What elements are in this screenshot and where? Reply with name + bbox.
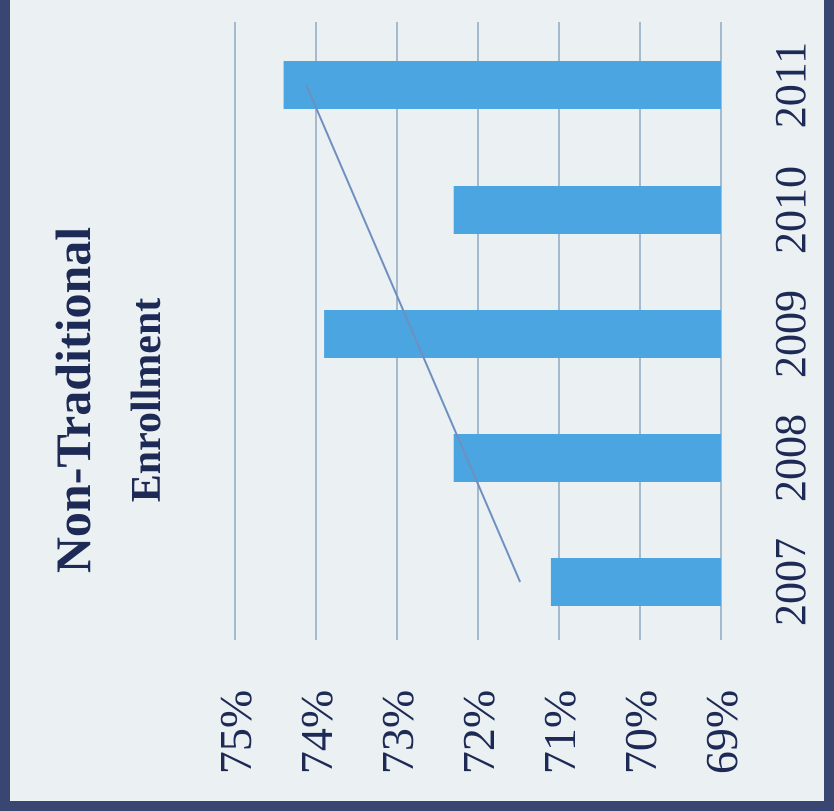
category-labels: 2007 2008 2009 2010 2011: [766, 42, 815, 626]
chart-title-line-1: Non-Traditional: [45, 227, 101, 573]
bar-2008: [453, 434, 721, 482]
y-tick-label: 69%: [696, 690, 747, 774]
y-tick-label: 75%: [210, 690, 261, 774]
bar-layer: [283, 61, 721, 606]
category-label: 2008: [766, 414, 815, 502]
bar-2007: [550, 558, 721, 606]
bar-2011: [283, 61, 721, 109]
trendline-layer: [305, 84, 522, 583]
category-label: 2010: [766, 166, 815, 254]
category-label: 2011: [766, 42, 815, 128]
category-label: 2007: [766, 538, 815, 626]
y-tick-label: 74%: [291, 690, 342, 774]
y-tick-label: 70%: [615, 690, 666, 774]
trendline: [305, 84, 522, 583]
bar-2010: [453, 186, 721, 234]
chart-title: Non-Traditional Enrollment: [45, 227, 170, 573]
y-tick-labels: 69% 70% 71% 72% 73% 74% 75%: [210, 690, 747, 774]
y-tick-label: 72%: [453, 690, 504, 774]
chart-title-line-2: Enrollment: [124, 298, 170, 503]
bar-2009: [324, 310, 721, 358]
chart-panel: [10, 0, 824, 801]
category-label: 2009: [766, 290, 815, 378]
y-tick-label: 73%: [372, 690, 423, 774]
y-tick-label: 71%: [534, 690, 585, 774]
